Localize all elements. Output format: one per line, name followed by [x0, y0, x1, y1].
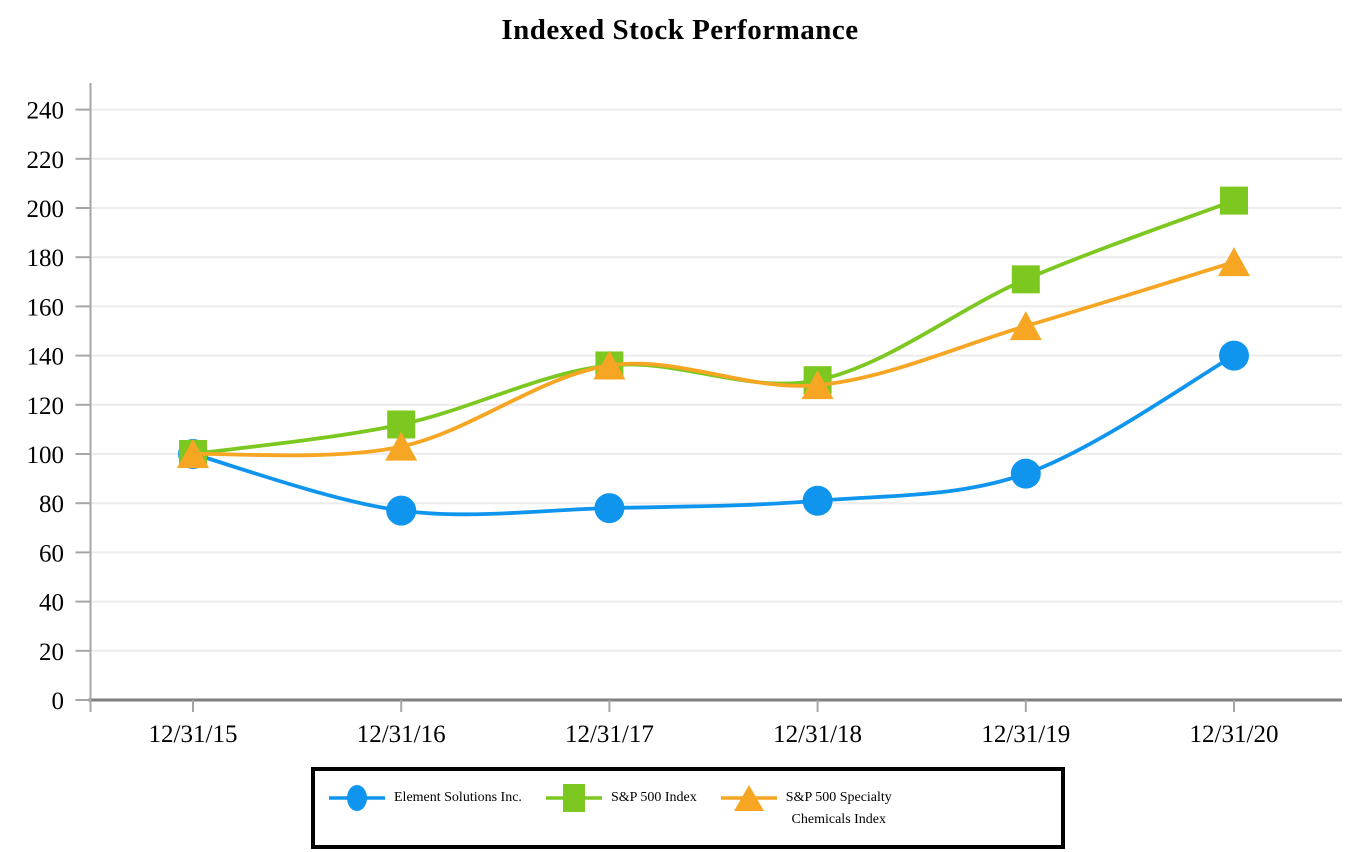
y-tick-label-0: 0 [52, 688, 65, 715]
y-tick-label-160: 160 [27, 294, 65, 321]
series-0-marker-2 [594, 493, 625, 524]
x-tick-label-1: 12/31/16 [357, 721, 446, 748]
series-1-marker-4 [1011, 265, 1040, 294]
y-tick-label-180: 180 [27, 245, 65, 272]
line-chart-canvas: 0 20 40 60 80 100 120 140 160 180 200 220 240 12/31/1… [27, 83, 1342, 748]
series-2-marker-4 [1009, 311, 1042, 341]
legend-entry-0: Element Solutions Inc. [329, 783, 522, 813]
legend: Element Solutions Inc. S&P 500 Index S&P 5… [311, 767, 1065, 849]
series-2-marker-1 [385, 431, 418, 461]
legend-square-swatch-icon [545, 784, 602, 812]
y-tick-label-220: 220 [27, 147, 65, 174]
y-tick-label-140: 140 [27, 344, 65, 371]
x-tick-label-0: 12/31/15 [149, 721, 238, 748]
legend-triangle-swatch-icon [720, 785, 777, 811]
legend-label-2: S&P 500 Specialty Chemicals Index [785, 790, 892, 827]
legend-circle-swatch-icon [329, 785, 385, 811]
legend-entry-1: S&P 500 Index [545, 783, 697, 813]
series-0-marker-4 [1010, 458, 1041, 489]
series-2-marker-3 [801, 370, 834, 400]
series-2-marker-0 [177, 439, 209, 468]
x-tick-label-2: 12/31/17 [565, 721, 654, 748]
series-line-0 [191, 353, 1236, 517]
y-tick-label-100: 100 [27, 442, 65, 469]
legend-entry-2: S&P 500 Specialty Chemicals Index [720, 783, 892, 830]
y-tick-label-40: 40 [39, 590, 64, 617]
x-tick-label-3: 12/31/18 [773, 721, 862, 748]
y-tick-label-60: 60 [39, 540, 64, 567]
y-tick-label-20: 20 [39, 639, 64, 666]
x-tick-label-5: 12/31/20 [1190, 721, 1279, 748]
series-2-marker-2 [593, 350, 626, 380]
legend-label-0: Element Solutions Inc. [394, 790, 522, 805]
series-2-marker-5 [1218, 247, 1250, 277]
y-tick-label-240: 240 [27, 98, 65, 125]
series-0-marker-5 [1219, 340, 1249, 371]
series-line-1 [191, 198, 1236, 456]
legend-label-1: S&P 500 Index [610, 790, 697, 805]
y-tick-label-80: 80 [39, 491, 64, 518]
series-0-marker-1 [386, 495, 417, 526]
y-tick-label-200: 200 [27, 196, 65, 223]
chart-title: Indexed Stock Performance [501, 14, 859, 46]
y-tick-label-120: 120 [27, 393, 65, 420]
x-tick-label-4: 12/31/19 [981, 721, 1070, 748]
series-1-marker-5 [1220, 186, 1248, 215]
series-line-2 [191, 260, 1236, 458]
series-0-marker-3 [802, 485, 833, 516]
